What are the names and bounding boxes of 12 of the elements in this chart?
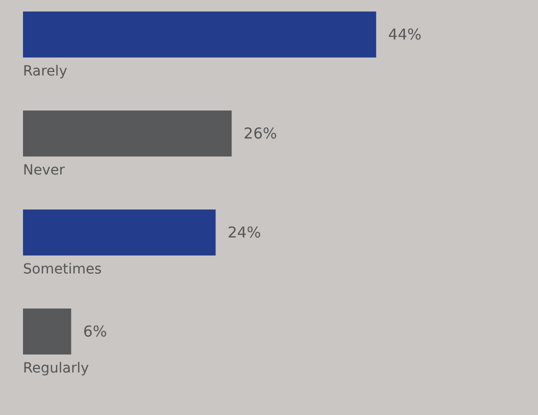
data-label: 44%	[388, 26, 422, 44]
data-label: 24%	[228, 224, 261, 242]
y-tick-label: Rarely	[23, 64, 68, 80]
bar	[23, 210, 216, 256]
bar	[23, 308, 72, 354]
bar	[23, 12, 376, 58]
y-tick-label: Sometimes	[23, 262, 102, 278]
y-tick-label: Never	[23, 162, 65, 178]
y-tick-label: Regularly	[23, 360, 89, 376]
bar	[23, 110, 232, 156]
data-label: 6%	[83, 322, 107, 340]
data-label: 26%	[244, 124, 278, 142]
